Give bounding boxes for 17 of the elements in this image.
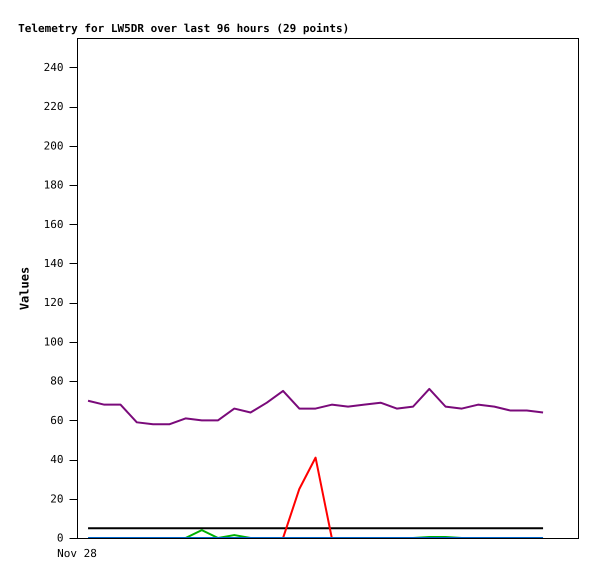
y-tick-label: 40 [50, 453, 64, 466]
y-tick-label: 220 [44, 100, 64, 114]
y-tick-label: 100 [44, 335, 64, 348]
chart-title: Telemetry for LW5DR over last 96 hours (29 points) [18, 22, 350, 35]
y-tick-label: 160 [44, 218, 64, 231]
y-tick-label: 200 [44, 139, 64, 152]
y-tick-label: 80 [50, 374, 64, 388]
y-tick-label: 120 [44, 296, 64, 310]
y-tick-label: 20 [50, 492, 64, 506]
y-tick-label: 180 [44, 178, 64, 192]
y-tick-label: 240 [44, 60, 64, 74]
y-tick-label: 140 [44, 256, 64, 270]
text: Nov 28 [57, 547, 97, 560]
y-tick-label: 60 [50, 414, 64, 427]
line-series [87, 388, 544, 426]
y-axis-title: Values [18, 266, 32, 310]
y-tick-label: 0 [56, 532, 64, 544]
